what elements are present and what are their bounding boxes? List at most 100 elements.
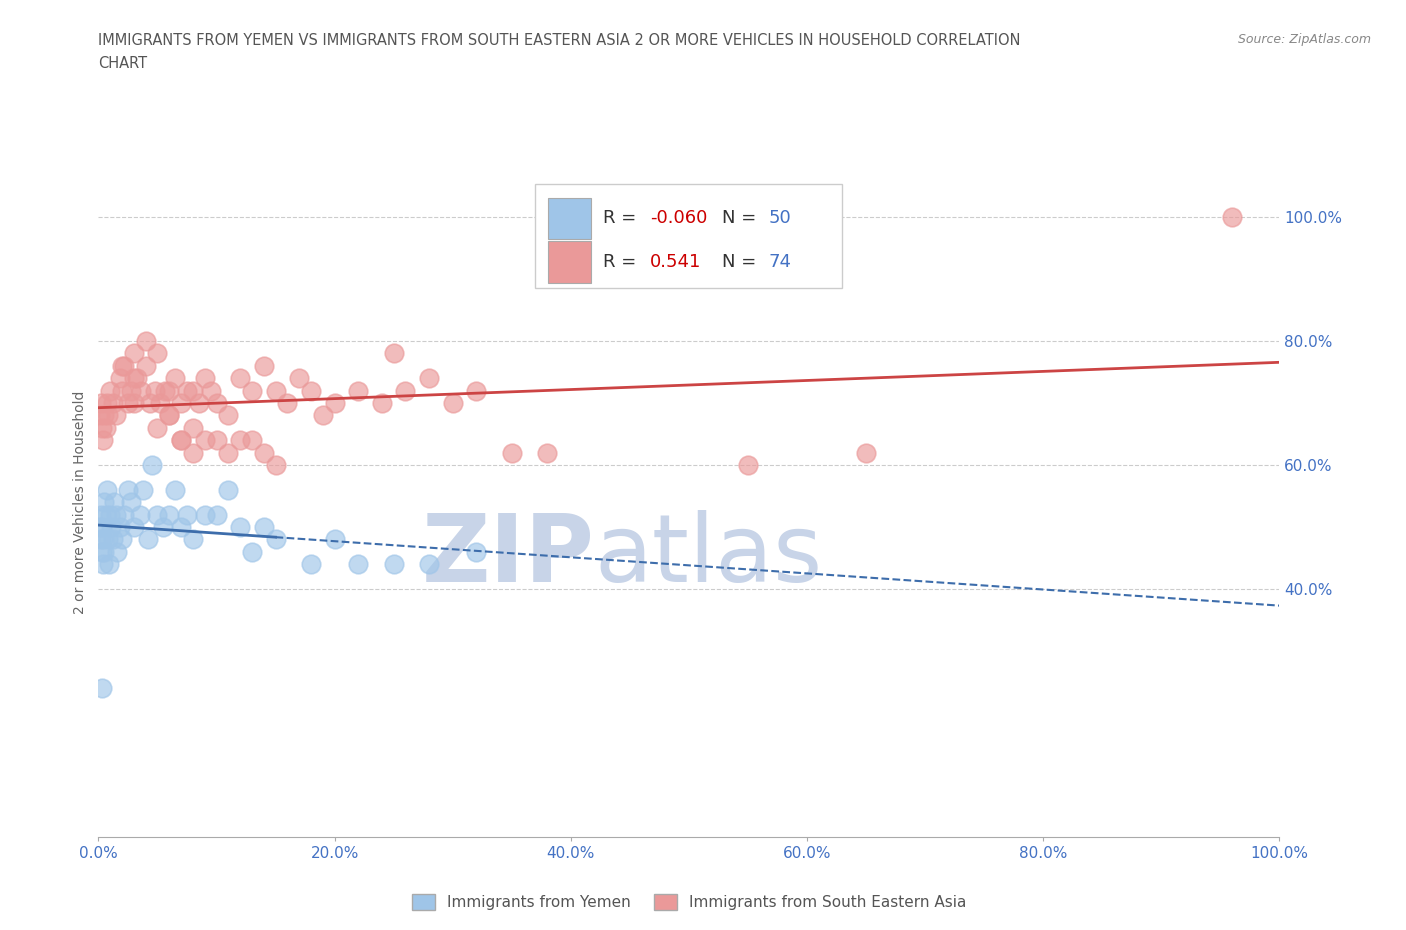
Point — [121, 383, 143, 398]
Text: IMMIGRANTS FROM YEMEN VS IMMIGRANTS FROM SOUTH EASTERN ASIA 2 OR MORE VEHICLES I: IMMIGRANTS FROM YEMEN VS IMMIGRANTS FROM… — [98, 33, 1021, 47]
Point — [536, 445, 558, 460]
Point — [91, 557, 114, 572]
Point — [181, 383, 204, 398]
Point — [181, 420, 204, 435]
Point — [240, 544, 263, 559]
Point — [91, 520, 114, 535]
Point — [194, 432, 217, 447]
Point — [253, 358, 276, 373]
Point — [108, 520, 131, 535]
Point — [323, 395, 346, 410]
Point — [105, 507, 128, 522]
Point — [165, 483, 187, 498]
Point — [97, 532, 120, 547]
Point — [91, 432, 114, 447]
Point — [146, 420, 169, 435]
Point — [394, 383, 416, 398]
Point — [91, 544, 114, 559]
Point — [200, 383, 222, 398]
Point — [276, 395, 298, 410]
Point — [264, 383, 287, 398]
FancyBboxPatch shape — [536, 184, 842, 288]
Point — [465, 544, 488, 559]
Point — [205, 432, 228, 447]
Point — [299, 383, 322, 398]
Point — [91, 681, 114, 696]
Point — [143, 383, 166, 398]
Point — [157, 408, 180, 423]
Point — [96, 395, 118, 410]
Point — [264, 458, 287, 472]
Point — [170, 432, 193, 447]
FancyBboxPatch shape — [548, 197, 591, 239]
Text: 50: 50 — [768, 209, 790, 227]
Point — [323, 532, 346, 547]
Point — [347, 383, 370, 398]
Point — [135, 334, 157, 349]
Point — [418, 371, 440, 386]
Point — [217, 445, 239, 460]
Point — [111, 383, 134, 398]
Point — [127, 371, 149, 386]
Point — [170, 520, 193, 535]
Point — [122, 520, 145, 535]
Point — [441, 395, 464, 410]
Point — [90, 532, 112, 547]
Point — [217, 483, 239, 498]
Point — [1220, 209, 1243, 224]
Legend: Immigrants from Yemen, Immigrants from South Eastern Asia: Immigrants from Yemen, Immigrants from S… — [406, 888, 972, 916]
Point — [94, 507, 117, 522]
Point — [132, 483, 155, 498]
Point — [217, 408, 239, 423]
Point — [240, 383, 263, 398]
Point — [170, 432, 193, 447]
Point — [108, 371, 131, 386]
Point — [90, 507, 112, 522]
Point — [91, 420, 114, 435]
Point — [253, 520, 276, 535]
Text: N =: N = — [723, 209, 762, 227]
Point — [288, 371, 311, 386]
Text: atlas: atlas — [595, 510, 823, 602]
Text: Source: ZipAtlas.com: Source: ZipAtlas.com — [1237, 33, 1371, 46]
Point — [90, 395, 112, 410]
Point — [157, 408, 180, 423]
Text: 0.541: 0.541 — [650, 253, 702, 271]
Point — [136, 532, 159, 547]
Point — [176, 507, 198, 522]
Point — [91, 532, 114, 547]
Point — [93, 408, 115, 423]
Point — [105, 408, 128, 423]
Point — [240, 432, 263, 447]
Point — [253, 445, 276, 460]
Point — [111, 358, 134, 373]
Point — [229, 432, 252, 447]
Point — [176, 383, 198, 398]
Point — [165, 371, 187, 386]
Point — [122, 371, 145, 386]
Point — [117, 483, 139, 498]
Point — [122, 346, 145, 361]
Point — [105, 544, 128, 559]
Text: N =: N = — [723, 253, 762, 271]
Text: R =: R = — [603, 209, 641, 227]
Point — [103, 495, 125, 510]
Point — [139, 395, 162, 410]
Point — [312, 408, 335, 423]
Point — [371, 395, 394, 410]
Text: R =: R = — [603, 253, 641, 271]
Point — [117, 395, 139, 410]
Point — [112, 358, 135, 373]
Point — [264, 532, 287, 547]
Point — [299, 557, 322, 572]
Text: CHART: CHART — [98, 56, 148, 71]
Text: -0.060: -0.060 — [650, 209, 707, 227]
Point — [89, 520, 111, 535]
Point — [97, 408, 120, 423]
Point — [96, 483, 118, 498]
Point — [187, 395, 209, 410]
Point — [737, 458, 759, 472]
Point — [121, 495, 143, 510]
Point — [122, 395, 145, 410]
Point — [111, 532, 134, 547]
